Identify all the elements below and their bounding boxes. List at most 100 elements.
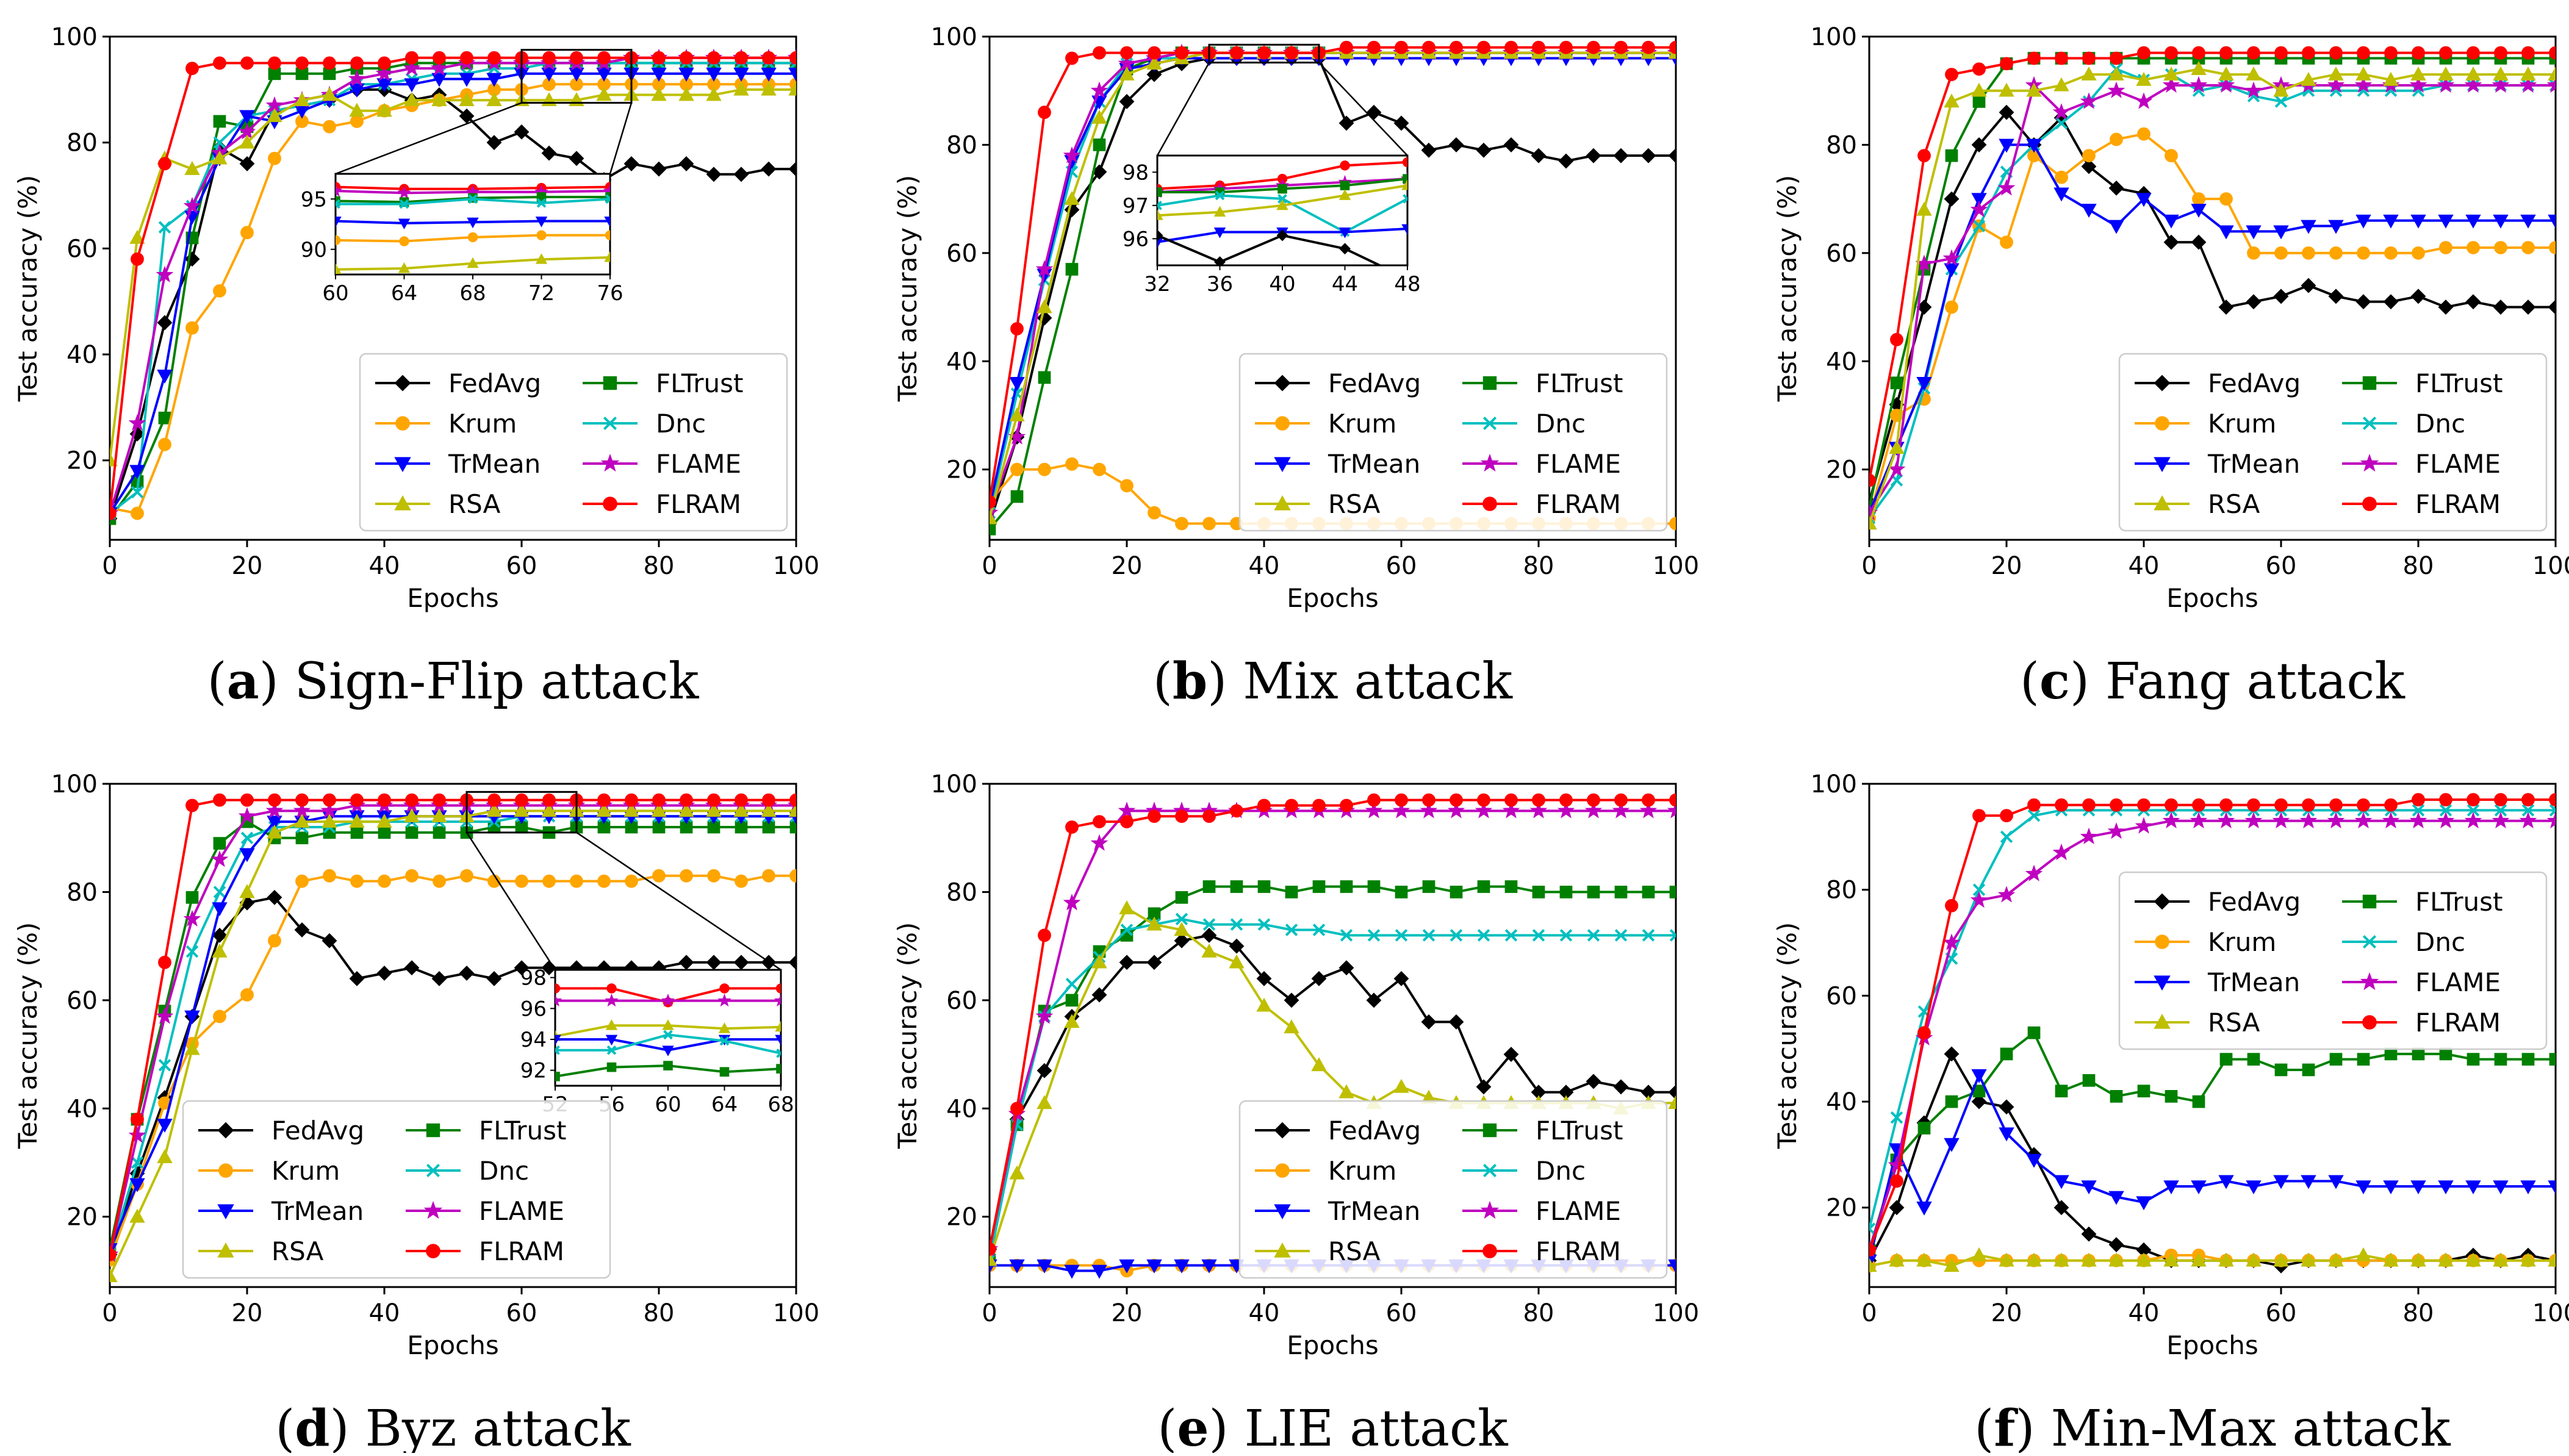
legend-marker — [2154, 1013, 2171, 1029]
inset-point-Dnc — [776, 1048, 781, 1058]
data-point-RSA — [1064, 191, 1080, 205]
caption-open-paren: ( — [1974, 1400, 1994, 1453]
data-point-TrMean — [2136, 193, 2152, 207]
data-point-Krum — [268, 151, 281, 165]
caption-open-paren: ( — [275, 1400, 295, 1453]
caption-open-paren: ( — [2020, 653, 2039, 711]
data-point-FedAvg — [1174, 933, 1190, 949]
inset-y-tick-label: 98 — [1123, 160, 1149, 185]
y-axis-label: Test accuracy (%) — [1772, 922, 1802, 1150]
legend-entry-FLRAM: FLRAM — [2342, 489, 2501, 519]
data-point-TrMean — [2410, 214, 2426, 229]
data-point-FLTrust — [2357, 1053, 2370, 1066]
data-point-RSA — [2355, 1247, 2371, 1261]
zoom-connector — [1156, 62, 1210, 156]
inset-x-tick-label: 48 — [1394, 272, 1420, 296]
data-point-FLRAM — [1450, 40, 1463, 54]
data-point-TrMean — [431, 73, 447, 87]
data-point-FLAME — [238, 807, 256, 824]
data-point-TrMean — [2108, 1191, 2124, 1205]
data-point-FLTrust — [2274, 1063, 2288, 1077]
legend-entry-Dnc: Dnc — [406, 1156, 529, 1186]
data-point-Dnc — [131, 1156, 144, 1169]
y-tick-label: 60 — [1826, 240, 1857, 268]
data-point-FLRAM — [323, 793, 336, 807]
inset-point-FLTrust — [776, 1064, 781, 1074]
data-point-FLAME — [2135, 92, 2153, 109]
legend-entry-FLAME: FLAME — [1462, 1196, 1621, 1226]
x-tick-label: 40 — [369, 1299, 400, 1327]
data-point-FLRAM — [2192, 46, 2205, 60]
x-tick-label: 40 — [2129, 552, 2160, 580]
data-point-FedAvg — [1091, 987, 1107, 1003]
data-point-FLAME — [2217, 76, 2235, 93]
data-point-FLRAM — [2219, 798, 2233, 812]
data-point-TrMean — [1009, 1259, 1025, 1274]
data-point-TrMean — [129, 465, 145, 479]
caption-text: Min-Max attack — [2035, 1400, 2452, 1453]
data-point-FLAME — [2080, 827, 2098, 845]
data-point-FedAvg — [1613, 1079, 1629, 1095]
data-point-RSA — [212, 943, 228, 958]
legend-entry-TrMean: TrMean — [1255, 1196, 1420, 1226]
data-point-TrMean — [2465, 1180, 2481, 1195]
data-point-FLAME — [2354, 76, 2373, 93]
data-point-FLRAM — [789, 51, 796, 65]
data-point-FLRAM — [680, 793, 693, 807]
legend-label: FedAvg — [1328, 368, 1421, 398]
x-tick-label: 40 — [1249, 552, 1280, 580]
data-point-FedAvg — [2273, 289, 2289, 304]
inset-point-FedAvg — [1339, 243, 1351, 255]
caption-letter: a — [227, 652, 259, 711]
data-point-RSA — [404, 92, 420, 107]
inset-point-TrMean — [336, 217, 342, 228]
y-tick-label: 60 — [66, 987, 98, 1015]
data-point-RSA — [1971, 1247, 1987, 1261]
legend-entry-FedAvg: FedAvg — [2135, 368, 2301, 398]
data-point-FLRAM — [268, 793, 281, 807]
data-point-RSA — [212, 150, 228, 165]
caption-close-paren: ) — [259, 653, 279, 711]
data-point-FLRAM — [1065, 51, 1079, 65]
data-point-Dnc — [2055, 117, 2068, 130]
data-point-RSA — [1889, 440, 1905, 454]
data-point-Dnc — [1340, 929, 1353, 942]
data-point-Krum — [2192, 192, 2205, 206]
data-point-FLRAM — [1065, 820, 1079, 834]
series-line-RSA — [110, 88, 796, 461]
data-point-FedAvg — [1448, 1014, 1464, 1030]
legend-label: TrMean — [1328, 449, 1420, 479]
data-point-FLAME — [1997, 886, 2016, 903]
data-point-FedAvg — [541, 145, 557, 161]
legend: FedAvg FLTrust Krum Dnc TrMean FLAME RSA FLRAM — [1238, 353, 1668, 532]
data-point-Krum — [789, 869, 796, 883]
data-point-FLTrust — [1395, 886, 1408, 898]
data-point-FLRAM — [2467, 46, 2480, 60]
x-tick-label: 100 — [1653, 1299, 1699, 1327]
data-point-FLAME — [375, 64, 393, 81]
data-point-RSA — [1091, 954, 1107, 969]
series-line-RSA — [1869, 68, 2556, 525]
data-point-FLTrust — [2000, 1047, 2013, 1061]
data-point-TrMean — [1971, 193, 1987, 207]
legend-marker — [1275, 416, 1290, 431]
x-tick-label: 100 — [2532, 1299, 2569, 1327]
data-point-FedAvg — [431, 970, 447, 986]
inset-point-FLRAM — [555, 983, 561, 994]
inset-point-Krum — [605, 230, 610, 240]
legend-entry-Krum: Krum — [375, 409, 517, 439]
data-point-TrMean — [2218, 1175, 2234, 1189]
zoom-connector — [1318, 62, 1408, 156]
legend-label: Dnc — [2415, 927, 2465, 957]
data-point-RSA — [706, 803, 722, 817]
data-point-TrMean — [1037, 1259, 1052, 1274]
legend-entry-RSA: RSA — [375, 489, 501, 519]
data-point-RSA — [294, 92, 310, 107]
data-point-FLRAM — [1869, 1243, 1876, 1257]
inset-point-RSA — [535, 253, 548, 264]
data-point-FLAME — [2519, 811, 2537, 828]
data-point-FLRAM — [2247, 46, 2260, 60]
x-axis-label: Epochs — [2166, 1330, 2258, 1360]
data-point-RSA — [2410, 66, 2426, 81]
data-point-RSA — [706, 87, 722, 101]
